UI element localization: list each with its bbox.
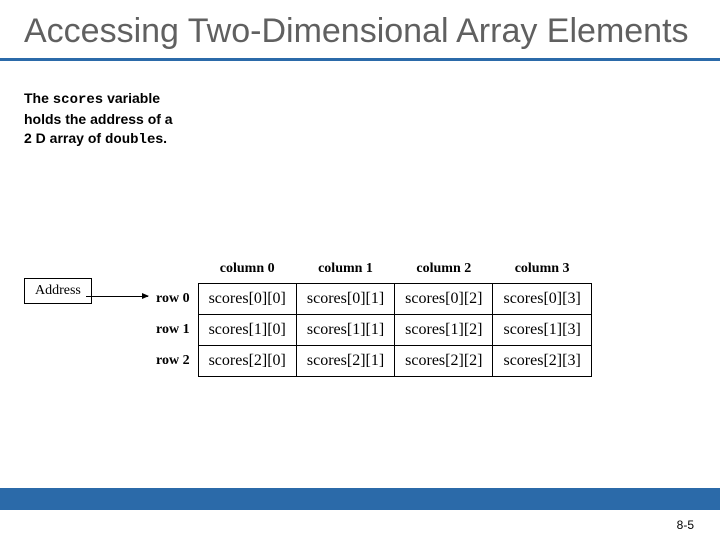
table-row: row 0 scores[0][0] scores[0][1] scores[0… <box>148 284 591 315</box>
table-cell: scores[1][0] <box>198 315 296 346</box>
footer-accent-bar <box>0 488 720 510</box>
table-header-row: column 0 column 1 column 2 column 3 <box>148 257 591 284</box>
arrow-icon <box>86 296 148 297</box>
table-cell: scores[0][3] <box>493 284 591 315</box>
caption-code-scores: scores <box>53 92 103 108</box>
table-cell: scores[2][2] <box>395 346 493 377</box>
page-number: 8-5 <box>677 518 694 532</box>
caption-seg: holds the address of a <box>24 111 173 127</box>
col-header: column 2 <box>395 257 493 284</box>
title-block: Accessing Two-Dimensional Array Elements <box>0 0 720 61</box>
row-header: row 0 <box>148 284 198 315</box>
table-cell: scores[0][2] <box>395 284 493 315</box>
table-row: row 1 scores[1][0] scores[1][1] scores[1… <box>148 315 591 346</box>
caption-text: The scores variable holds the address of… <box>0 89 240 150</box>
col-header: column 1 <box>296 257 394 284</box>
page-title: Accessing Two-Dimensional Array Elements <box>24 12 696 50</box>
table-cell: scores[2][0] <box>198 346 296 377</box>
caption-seg: s. <box>155 130 167 146</box>
table-cell: scores[1][2] <box>395 315 493 346</box>
address-box-wrap: Address <box>24 260 92 304</box>
caption-seg: variable <box>103 90 160 106</box>
caption-seg: 2 D array of <box>24 130 105 146</box>
row-header: row 1 <box>148 315 198 346</box>
table-cell: scores[1][1] <box>296 315 394 346</box>
array-table: column 0 column 1 column 2 column 3 row … <box>148 257 592 377</box>
table-cell: scores[2][3] <box>493 346 591 377</box>
caption-code-double: double <box>105 132 155 148</box>
table-cell: scores[1][3] <box>493 315 591 346</box>
table-cell: scores[0][1] <box>296 284 394 315</box>
col-header: column 0 <box>198 257 296 284</box>
address-box: Address <box>24 278 92 304</box>
table-cell: scores[2][1] <box>296 346 394 377</box>
table-row: row 2 scores[2][0] scores[2][1] scores[2… <box>148 346 591 377</box>
col-header: column 3 <box>493 257 591 284</box>
array-table-wrap: column 0 column 1 column 2 column 3 row … <box>148 257 592 377</box>
table-corner <box>148 257 198 284</box>
table-cell: scores[0][0] <box>198 284 296 315</box>
caption-seg: The <box>24 90 53 106</box>
row-header: row 2 <box>148 346 198 377</box>
